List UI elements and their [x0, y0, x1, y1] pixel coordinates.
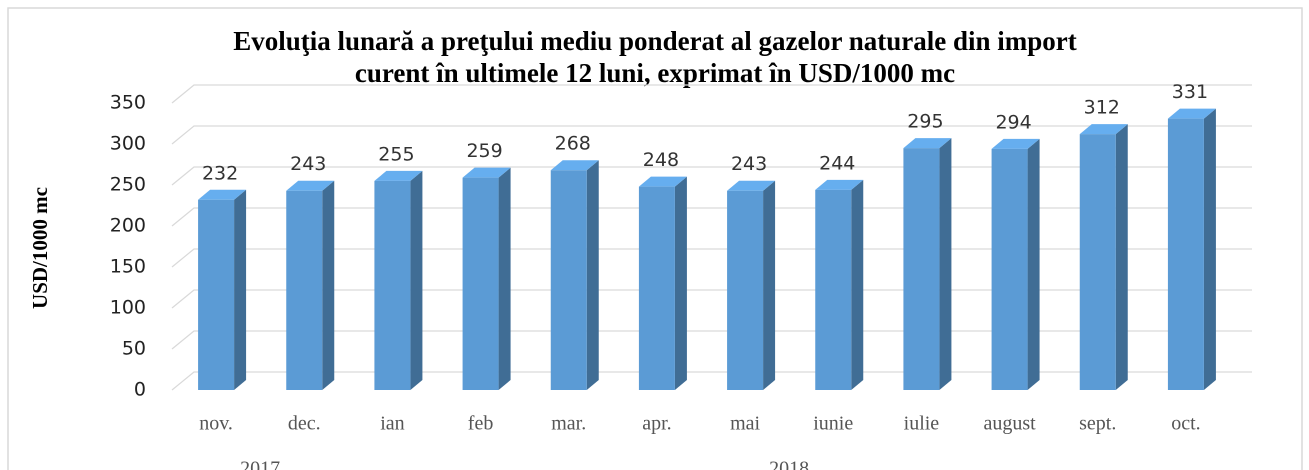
grid-line — [171, 84, 1252, 104]
bar-front — [198, 199, 235, 390]
x-tick-label: dec. — [288, 413, 321, 435]
y-tick-label: 100 — [110, 297, 146, 319]
data-label: 232 — [202, 162, 238, 184]
x-tick-label: ian — [380, 413, 404, 435]
y-tick-label: 50 — [122, 338, 146, 360]
data-label: 243 — [731, 153, 767, 175]
bar — [550, 160, 599, 390]
x-tick-label: oct. — [1171, 413, 1200, 435]
bar-top — [991, 138, 1040, 149]
x-tick-label: mar. — [551, 413, 586, 435]
bar-front — [903, 148, 940, 390]
x-tick-label: iulie — [904, 413, 940, 435]
grid-line — [171, 330, 1252, 350]
bar — [1167, 108, 1216, 390]
bar-side — [939, 138, 952, 390]
grid-line — [171, 207, 1252, 227]
bar-front — [815, 189, 852, 390]
chart-frame — [7, 7, 1303, 470]
x-tick-label: apr. — [642, 413, 671, 435]
grid-line — [171, 125, 1252, 145]
y-axis-label: USD/1000 mc — [28, 187, 52, 309]
bar — [815, 179, 864, 390]
bar-front — [1079, 134, 1116, 390]
x-tick-label: iunie — [813, 413, 853, 435]
grid-line — [171, 166, 1252, 186]
bar-top — [727, 180, 776, 191]
data-label: 331 — [1172, 81, 1208, 103]
bar-front — [727, 190, 764, 390]
bar-front — [638, 186, 675, 390]
data-label: 248 — [643, 149, 679, 171]
bar-side — [1115, 124, 1128, 390]
bar — [727, 180, 776, 390]
x-group-label: 2018 — [769, 458, 809, 470]
x-tick-label: feb — [468, 413, 494, 435]
bar-top — [1167, 108, 1216, 119]
bar-top — [198, 189, 247, 200]
bar-front — [550, 170, 587, 390]
bar-top — [374, 170, 423, 181]
data-label: 268 — [555, 133, 591, 155]
y-tick-label: 350 — [110, 92, 146, 114]
x-tick-label: august — [983, 413, 1036, 435]
bar-top — [638, 176, 687, 187]
x-tick-label: mai — [730, 413, 760, 435]
bar-side — [498, 167, 511, 390]
data-label: 312 — [1084, 97, 1120, 119]
x-tick-label: nov. — [199, 413, 233, 435]
bar-top — [815, 179, 864, 190]
bar-side — [674, 176, 687, 390]
bar-front — [462, 177, 499, 390]
bar-side — [586, 160, 599, 390]
bar-top — [903, 138, 952, 149]
bar-front — [1167, 118, 1204, 390]
data-label: 244 — [819, 152, 855, 174]
data-label: 294 — [995, 111, 1031, 133]
bar-side — [234, 189, 247, 390]
y-tick-label: 250 — [110, 174, 146, 196]
grid-line — [171, 371, 1252, 391]
bar-side — [322, 180, 335, 390]
bar — [286, 180, 335, 390]
bar-front — [286, 190, 323, 390]
y-tick-label: 300 — [110, 133, 146, 155]
data-label: 295 — [907, 111, 943, 133]
x-tick-label: sept. — [1079, 413, 1116, 435]
bar-top — [462, 167, 511, 178]
bar-top — [1079, 124, 1128, 135]
bar — [462, 167, 511, 390]
bar-side — [1203, 108, 1216, 390]
bar — [198, 189, 247, 390]
bar-top — [550, 160, 599, 171]
bar-side — [1027, 138, 1040, 390]
bar-side — [763, 180, 776, 390]
grid-line — [171, 248, 1252, 268]
data-label: 255 — [378, 143, 414, 165]
y-tick-label: 0 — [134, 379, 146, 401]
bar — [374, 170, 423, 390]
bar-front — [991, 148, 1028, 390]
bar — [903, 138, 952, 390]
bar-side — [410, 170, 423, 390]
x-group-label: 2017 — [240, 458, 280, 470]
bar-front — [374, 180, 411, 390]
data-label: 259 — [466, 140, 502, 162]
bar-side — [851, 179, 864, 390]
bar-top — [286, 180, 335, 191]
bar — [638, 176, 687, 390]
y-tick-label: 150 — [110, 256, 146, 278]
chart-title: curent în ultimele 12 luni, exprimat în … — [355, 58, 955, 88]
data-label: 243 — [290, 153, 326, 175]
bar — [1079, 124, 1128, 390]
y-tick-label: 200 — [110, 215, 146, 237]
chart-title: Evoluţia lunară a preţului mediu pondera… — [233, 26, 1077, 56]
grid-line — [171, 289, 1252, 309]
bar — [991, 138, 1040, 390]
